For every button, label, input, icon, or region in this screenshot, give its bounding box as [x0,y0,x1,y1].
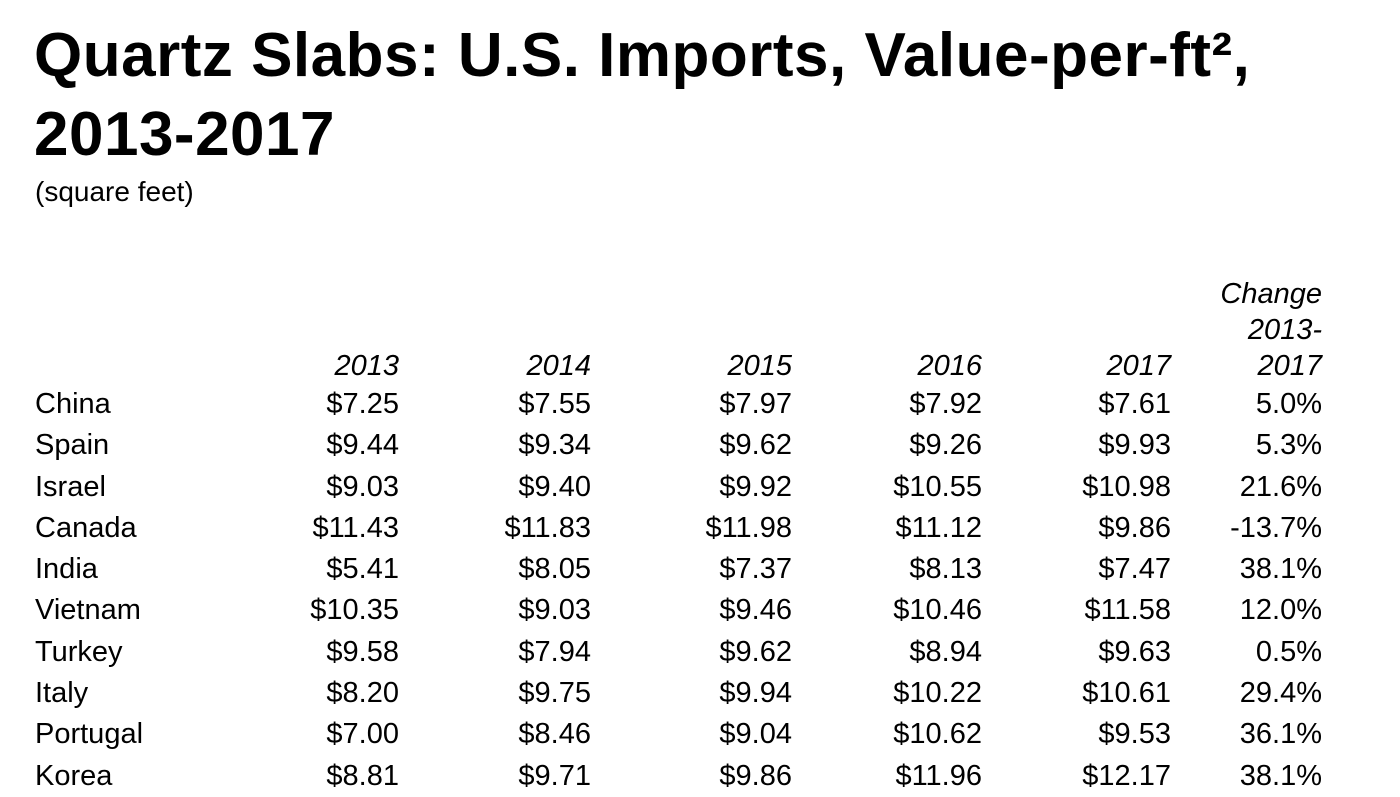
value-cell-2017: $7.61 [1098,388,1171,420]
value-cell-2017: $9.63 [1098,635,1171,668]
change-cell: 38.1% [1239,553,1322,586]
table-header-row: 2013 2014 2015 2016 2017 Change 2013- 20… [35,276,1322,384]
column-header-2013: 2013 [334,350,399,382]
value-cell-2013: $8.81 [326,759,399,792]
value-cell-2016: $9.26 [909,429,982,462]
change-cell: 36.1% [1239,718,1322,751]
value-cell-2016: $10.62 [893,718,982,751]
table-row: India $5.41 $8.05 $7.37 $8.13 $7.47 38.1% [35,549,1322,590]
value-cell-2016: $10.55 [893,470,982,503]
column-header-2014: 2014 [526,350,591,382]
table-row: Portugal $7.00 $8.46 $9.04 $10.62 $9.53 36.1% [35,714,1322,755]
value-cell-2016: $7.92 [909,388,982,420]
value-cell-2014: $9.75 [518,677,591,710]
value-cell-2014: $9.34 [518,429,591,462]
value-cell-2015: $9.62 [719,635,792,668]
change-cell: 21.6% [1239,470,1322,503]
value-cell-2013: $9.58 [326,635,399,668]
chart-subtitle: (square feet) [35,176,194,207]
value-cell-2017: $9.86 [1098,511,1171,544]
value-cell-2014: $7.55 [518,388,591,420]
value-cell-2015: $9.86 [719,759,792,792]
change-cell: 5.0% [1255,388,1322,420]
change-header-line-3: 2017 [1257,350,1322,382]
column-header-change: Change 2013- 2017 [1171,276,1322,384]
table-row: Israel $9.03 $9.40 $9.92 $10.55 $10.98 21.6% [35,467,1322,508]
value-cell-2014: $8.05 [518,553,591,586]
country-cell: Israel [35,470,106,503]
value-cell-2016: $8.94 [909,635,982,668]
value-cell-2013: $9.44 [326,429,399,462]
table-row: Italy $8.20 $9.75 $9.94 $10.22 $10.61 29.4% [35,673,1322,714]
country-cell: Turkey [35,635,123,668]
country-cell: Korea [35,759,113,792]
value-cell-2014: $8.46 [518,718,591,751]
value-cell-2013: $5.41 [326,553,399,586]
table-row: Spain $9.44 $9.34 $9.62 $9.26 $9.93 5.3% [35,425,1322,466]
value-cell-2016: $8.13 [909,553,982,586]
table-body: China $7.25 $7.55 $7.97 $7.92 $7.61 5.0% Spain $… [35,384,1322,797]
chart-title: Quartz Slabs: U.S. Imports, Value-per-ft… [34,21,1251,169]
value-cell-2015: $7.37 [719,553,792,586]
column-header-2017: 2017 [1106,350,1171,382]
table-row: Vietnam $10.35 $9.03 $9.46 $10.46 $11.58 12.0% [35,590,1322,631]
country-cell: Canada [35,511,137,544]
value-cell-2017: $9.53 [1098,718,1171,751]
value-cell-2014: $7.94 [518,635,591,668]
value-cell-2013: $11.43 [312,511,399,544]
change-header-line-2: 2013- [1247,314,1322,346]
value-cell-2015: $9.04 [719,718,792,751]
data-table: 2013 2014 2015 2016 2017 Change 2013- 20… [35,276,1322,797]
value-cell-2013: $10.35 [310,594,399,627]
country-cell: India [35,553,98,586]
value-cell-2013: $8.20 [326,677,399,710]
value-cell-2017: $10.98 [1082,470,1171,503]
value-cell-2015: $9.62 [719,429,792,462]
value-cell-2013: $7.00 [326,718,399,751]
column-header-2016: 2016 [917,350,982,382]
value-cell-2015: $9.46 [719,594,792,627]
change-cell: 29.4% [1239,677,1322,710]
change-cell: 5.3% [1255,429,1322,462]
table-row: China $7.25 $7.55 $7.97 $7.92 $7.61 5.0% [35,384,1322,425]
value-cell-2015: $7.97 [719,388,792,420]
value-cell-2016: $10.22 [893,677,982,710]
table-row: Canada $11.43 $11.83 $11.98 $11.12 $9.86 -13.7… [35,508,1322,549]
country-cell: Portugal [35,718,144,751]
value-cell-2017: $7.47 [1098,553,1171,586]
country-cell: China [35,388,111,420]
value-cell-2016: $11.96 [895,759,982,792]
country-cell: Spain [35,429,110,462]
value-cell-2015: $11.98 [705,511,792,544]
change-cell: 0.5% [1255,635,1322,668]
value-cell-2015: $9.92 [719,470,792,503]
change-header-line-1: Change [1220,278,1322,310]
value-cell-2013: $7.25 [326,388,399,420]
value-cell-2017: $10.61 [1082,677,1171,710]
change-cell: 12.0% [1239,594,1322,627]
value-cell-2013: $9.03 [326,470,399,503]
value-cell-2014: $9.03 [518,594,591,627]
value-cell-2014: $9.71 [518,759,591,792]
change-cell: 38.1% [1239,759,1322,792]
table-row: Korea $8.81 $9.71 $9.86 $11.96 $12.17 38.1% [35,756,1322,797]
value-cell-2016: $10.46 [893,594,982,627]
country-cell: Italy [35,677,89,710]
value-cell-2017: $9.93 [1098,429,1171,462]
country-cell: Vietnam [35,594,141,627]
value-cell-2014: $11.83 [504,511,591,544]
value-cell-2014: $9.40 [518,470,591,503]
change-cell: -13.7% [1230,511,1322,544]
column-header-2015: 2015 [727,350,792,382]
header-blank [35,276,232,384]
table-row: Turkey $9.58 $7.94 $9.62 $8.94 $9.63 0.5% [35,632,1322,673]
value-cell-2015: $9.94 [719,677,792,710]
value-cell-2016: $11.12 [895,511,982,544]
value-cell-2017: $12.17 [1082,759,1171,792]
value-cell-2017: $11.58 [1084,594,1171,627]
